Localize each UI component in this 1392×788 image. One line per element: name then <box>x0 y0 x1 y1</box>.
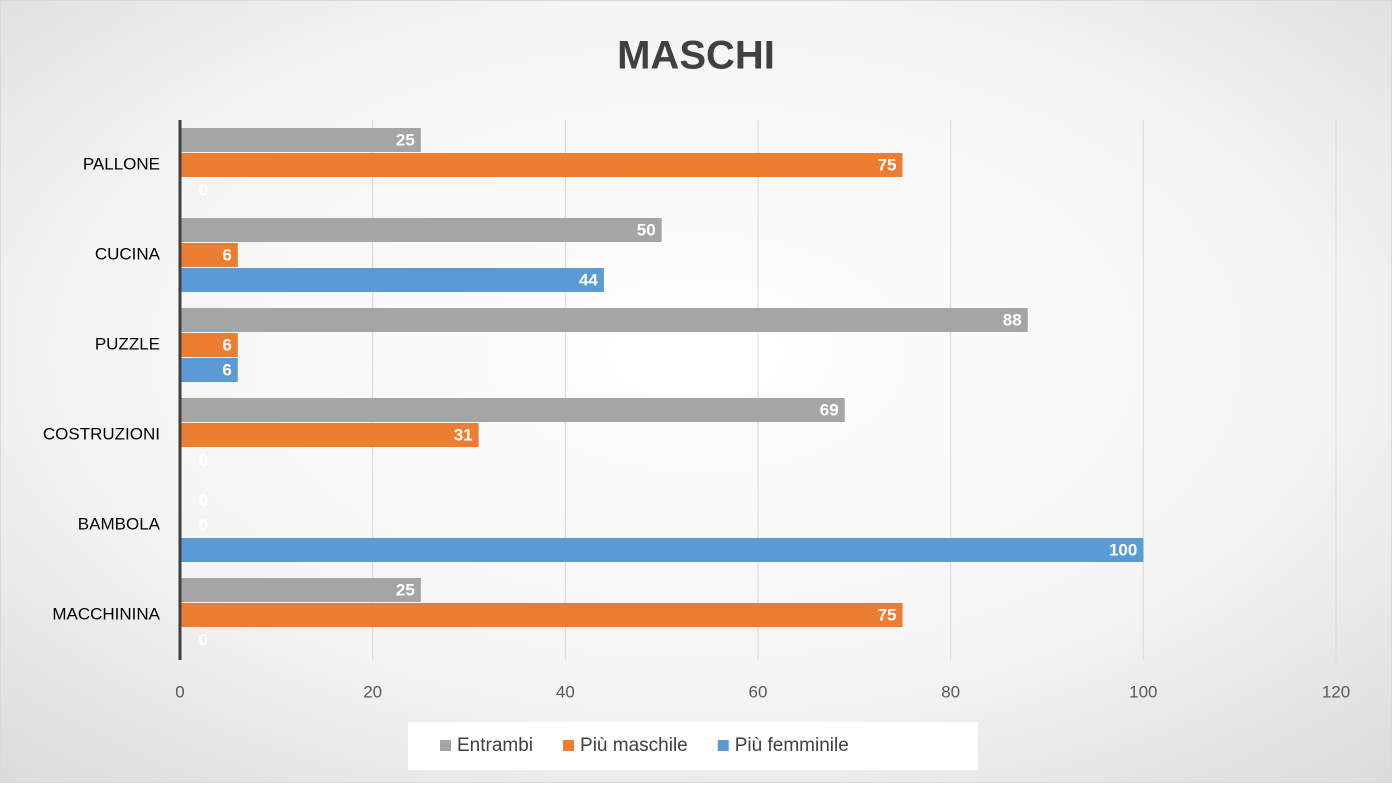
legend-box <box>408 722 978 770</box>
chart-title: MASCHI <box>617 34 775 78</box>
data-label: 6 <box>222 360 231 379</box>
x-tick-label: 120 <box>1322 682 1350 701</box>
y-tick-label: MACCHININA <box>52 604 160 623</box>
y-tick-label: COSTRUZIONI <box>43 424 160 443</box>
data-label: 25 <box>396 580 415 599</box>
bar <box>180 423 479 447</box>
x-tick-label: 100 <box>1129 682 1157 701</box>
data-label: 50 <box>637 220 656 239</box>
x-tick-label: 40 <box>556 682 575 701</box>
data-label: 6 <box>222 335 231 354</box>
y-tick-label: PUZZLE <box>95 334 160 353</box>
legend-label: Entrambi <box>457 735 533 756</box>
bar <box>180 358 238 382</box>
bar <box>180 578 421 602</box>
data-label: 88 <box>1003 310 1022 329</box>
x-tick-label: 80 <box>941 682 960 701</box>
data-label: 75 <box>878 155 897 174</box>
bar <box>180 333 238 357</box>
y-tick-label: PALLONE <box>83 154 160 173</box>
data-label: 0 <box>199 630 208 649</box>
data-label: 0 <box>199 490 208 509</box>
data-label: 44 <box>579 270 598 289</box>
legend-swatch <box>717 740 729 751</box>
data-label: 0 <box>199 180 208 199</box>
bar <box>180 538 1144 562</box>
y-tick-label: CUCINA <box>95 244 161 263</box>
bar <box>180 603 903 627</box>
data-label: 31 <box>454 425 473 444</box>
data-label: 0 <box>199 450 208 469</box>
bar <box>180 308 1028 332</box>
x-tick-label: 20 <box>363 682 382 701</box>
data-label: 6 <box>222 245 231 264</box>
bar <box>180 268 604 292</box>
bar <box>180 153 903 177</box>
x-tick-label: 0 <box>175 682 184 701</box>
data-label: 75 <box>878 605 897 624</box>
data-label: 100 <box>1109 540 1137 559</box>
data-label: 25 <box>396 130 415 149</box>
legend-label: Più femminile <box>735 735 849 756</box>
bar <box>180 128 421 152</box>
bar <box>180 398 845 422</box>
data-label: 69 <box>820 400 839 419</box>
bar <box>180 243 238 267</box>
data-label: 0 <box>199 515 208 534</box>
bar <box>180 218 662 242</box>
legend-swatch <box>440 740 451 751</box>
y-tick-label: BAMBOLA <box>78 514 161 533</box>
legend-swatch <box>563 740 575 751</box>
x-tick-label: 60 <box>749 682 768 701</box>
legend-label: Più maschile <box>580 735 688 756</box>
